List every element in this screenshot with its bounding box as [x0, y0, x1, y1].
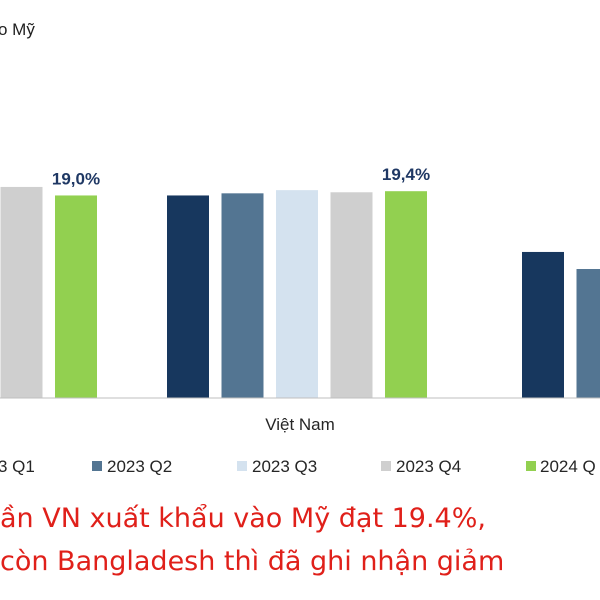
caption-line-2: còn Bangladesh thì đã ghi nhận giảm: [0, 546, 505, 577]
bar-1-cat-2: [167, 195, 209, 398]
bar-5-cat-2: [385, 191, 427, 398]
data-label-1: 19,0%: [52, 169, 100, 188]
legend-label-5: 2024 Q: [540, 457, 596, 476]
legend-swatch-3: [237, 461, 247, 471]
legend-swatch-2: [92, 461, 102, 471]
chart: o Mỹ 19,0% 19,4% Việt Nam 3 Q1 2023 Q2 2023…: [0, 20, 600, 476]
legend-label-3: 2023 Q3: [252, 457, 317, 476]
data-label-2: 19,4%: [382, 165, 430, 184]
bar-1-cat-3: [522, 251, 564, 398]
legend: 3 Q1 2023 Q2 2023 Q3 2023 Q4 2024 Q: [0, 457, 596, 476]
bar-5-cat-1: [55, 195, 97, 398]
bar-2-cat-2: [221, 193, 264, 398]
legend-swatch-5: [526, 461, 536, 471]
legend-label-1: 3 Q1: [0, 457, 35, 476]
bars-group: 19,0% 19,4%: [0, 165, 600, 398]
bar-4-cat-2: [330, 192, 373, 398]
category-label-2: Việt Nam: [265, 415, 335, 434]
category-labels: Việt Nam: [265, 415, 335, 434]
bar-3-cat-2: [276, 190, 318, 398]
legend-label-4: 2023 Q4: [396, 457, 461, 476]
legend-label-2: 2023 Q2: [107, 457, 172, 476]
bar-4-cat-1: [0, 186, 43, 398]
bar-2-cat-3: [576, 269, 600, 398]
caption-line-1: ần VN xuất khẩu vào Mỹ đạt 19.4%,: [0, 503, 486, 534]
chart-title: o Mỹ: [0, 20, 35, 39]
legend-swatch-4: [381, 461, 391, 471]
